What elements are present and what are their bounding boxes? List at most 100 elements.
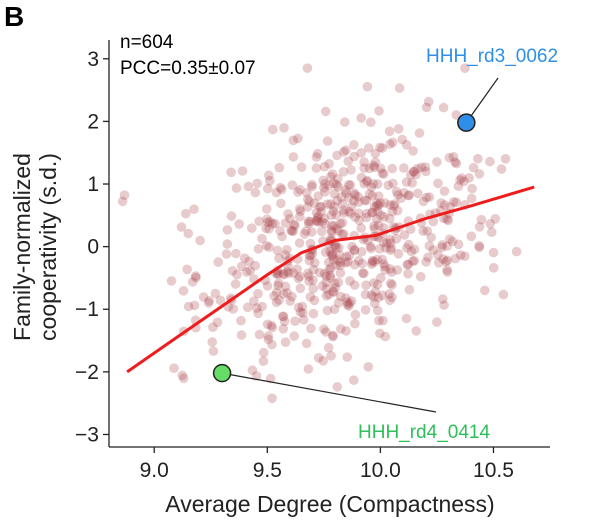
scatter-point xyxy=(319,161,330,172)
scatter-point xyxy=(354,215,364,226)
scatter-point xyxy=(277,184,287,195)
scatter-point xyxy=(368,179,379,189)
scatter-point xyxy=(181,208,191,219)
scatter-point xyxy=(319,324,329,335)
scatter-point xyxy=(250,187,261,198)
scatter-point xyxy=(360,289,371,300)
scatter-point xyxy=(339,229,349,239)
scatter-point xyxy=(408,146,418,156)
scatter-point xyxy=(269,291,279,301)
scatter-point xyxy=(456,173,467,183)
scatter-point xyxy=(474,169,485,179)
scatter-point xyxy=(453,239,464,250)
scatter-point xyxy=(350,318,360,329)
scatter-point xyxy=(402,259,413,270)
scatter-point xyxy=(359,195,370,206)
scatter-point xyxy=(166,276,177,286)
scatter-point xyxy=(405,224,416,234)
scatter-point xyxy=(383,180,394,191)
scatter-point xyxy=(319,183,329,193)
scatter-point xyxy=(450,253,461,264)
scatter-point xyxy=(474,242,485,253)
scatter-point xyxy=(278,311,288,322)
scatter-point xyxy=(372,279,383,290)
y-axis-ticks: −3 −2 −1 0 1 2 3 xyxy=(75,48,109,446)
scatter-point xyxy=(247,223,257,233)
scatter-point xyxy=(379,223,389,233)
scatter-point xyxy=(346,296,357,306)
scatter-point xyxy=(333,182,343,192)
scatter-point xyxy=(267,393,277,404)
scatter-point xyxy=(336,324,346,334)
scatter-point xyxy=(473,153,483,164)
scatter-point xyxy=(324,159,334,169)
scatter-point xyxy=(460,63,470,73)
scatter-point xyxy=(366,290,377,301)
scatter-point xyxy=(324,264,335,275)
scatter-point xyxy=(498,289,509,300)
scatter-point xyxy=(226,211,237,221)
scatter-point xyxy=(308,308,319,319)
scatter-point xyxy=(244,256,254,267)
scatter-point xyxy=(278,268,289,279)
scatter-point xyxy=(298,308,308,318)
scatter-point xyxy=(285,296,296,306)
scatter-point xyxy=(385,245,396,255)
scatter-point xyxy=(366,117,376,127)
scatter-point xyxy=(375,142,385,153)
scatter-point xyxy=(261,204,272,214)
scatter-point xyxy=(356,246,367,257)
scatter-point xyxy=(305,216,316,227)
scatter-point xyxy=(277,231,287,242)
scatter-point xyxy=(436,198,447,208)
scatter-point xyxy=(361,208,372,219)
scatter-point xyxy=(302,63,313,73)
scatter-point xyxy=(305,238,316,249)
scatter-point xyxy=(339,208,349,218)
scatter-point xyxy=(422,226,433,236)
scatter-point xyxy=(424,241,435,251)
scatter-point xyxy=(301,226,311,236)
scatter-point xyxy=(334,243,344,253)
scatter-point xyxy=(372,214,382,224)
scatter-point xyxy=(321,291,332,301)
scatter-point xyxy=(485,156,495,167)
scatter-point xyxy=(262,319,273,330)
scatter-point xyxy=(279,269,289,280)
scatter-point xyxy=(326,248,337,259)
scatter-point xyxy=(331,210,342,220)
scatter-point xyxy=(445,202,455,212)
scatter-point xyxy=(207,337,217,347)
scatter-point xyxy=(376,273,386,283)
scatter-point xyxy=(222,225,233,235)
scatter-point xyxy=(350,309,361,320)
scatter-point xyxy=(308,275,318,286)
scatter-point xyxy=(380,261,390,272)
scatter-point xyxy=(392,205,403,216)
scatter-point xyxy=(328,178,339,189)
scatter-point xyxy=(320,106,331,117)
scatter-point xyxy=(399,230,410,240)
scatter-point xyxy=(287,180,298,190)
scatter-point xyxy=(303,194,313,205)
scatter-point xyxy=(346,201,357,212)
highlight-point-green xyxy=(212,363,232,383)
scatter-point xyxy=(231,248,241,259)
scatter-point xyxy=(415,271,426,282)
scatter-point xyxy=(326,225,337,236)
scatter-point xyxy=(303,364,314,374)
scatter-point xyxy=(376,163,386,174)
scatter-point xyxy=(328,286,338,297)
scatter-point xyxy=(453,181,464,191)
scatter-point xyxy=(328,206,339,216)
scatter-point xyxy=(262,214,272,224)
scatter-point xyxy=(189,204,199,214)
scatter-point xyxy=(385,295,395,306)
scatter-point xyxy=(360,305,371,315)
scatter-point xyxy=(237,166,248,176)
scatter-point xyxy=(263,217,273,228)
scatter-point xyxy=(271,187,282,198)
scatter-point xyxy=(363,362,374,372)
scatter-point xyxy=(423,96,434,107)
scatter-point xyxy=(312,148,323,159)
